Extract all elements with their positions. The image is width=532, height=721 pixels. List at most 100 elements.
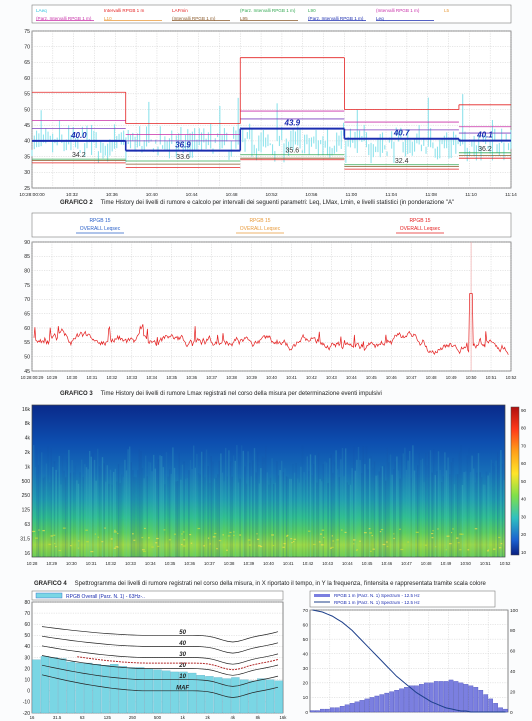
chart-3-hot-spot [182, 545, 186, 547]
chart-3-texture-col [273, 484, 275, 557]
chart-3-texture-col [74, 465, 76, 557]
chart-3-hot-spot [183, 539, 186, 541]
chart-3-texture-col [445, 470, 448, 557]
chart-3-texture-col [367, 469, 369, 557]
chart-1-ytick-5: 50 [24, 107, 30, 113]
chart-3-texture-col [177, 480, 179, 557]
chart-3-texture-col [185, 479, 187, 557]
chart-3-hot-spot [207, 537, 210, 539]
chart-3-hot-spot [292, 540, 295, 543]
chart-3-texture-col [484, 484, 486, 557]
chart-1-time-history-intervals: LAeq Intervalli RPGB 1 m LAFmin (Parz. Inte… [19, 4, 517, 198]
chart-3-hot-spot [110, 538, 113, 540]
chart-6-bar-15 [384, 692, 390, 713]
chart-3-texture-col [52, 467, 54, 557]
chart-3-ytick-8: 63 [24, 522, 30, 528]
chart-3-texture-col [450, 462, 452, 557]
chart-3-hot-spot [58, 549, 62, 552]
chart-3-hot-spot [257, 538, 260, 540]
chart-3-hot-spot [283, 543, 286, 545]
chart-2-xtick-17: 10:45 [366, 375, 377, 380]
chart-5-legend-box [31, 590, 284, 601]
chart-3-hot-spot [437, 528, 439, 530]
chart-3-hot-spot [115, 546, 118, 548]
chart-1-legend-entry-2: LAFmin [172, 8, 188, 13]
chart-3-hot-spot [318, 541, 321, 543]
chart-3-xtick-0: 10:28 [27, 561, 38, 566]
chart-1-interval-marks: 40.0 34.2 36.9 33.6 43.9 35.6 40.7 32.4 40.1 36.2 [32, 57, 511, 170]
chart-3-texture-col [66, 458, 68, 557]
chart-3-texture-col [124, 459, 126, 557]
chart-3-texture-col [337, 469, 339, 557]
chart-3-texture-col [170, 473, 172, 557]
chart-2-xtick-24: 10:52 [506, 375, 517, 380]
chart-3-xtick-2: 10:30 [66, 561, 77, 566]
chart-3-hot-spot [332, 540, 335, 542]
chart-3-hot-spot [133, 539, 136, 541]
chart-1-leq-label-1: 36.9 [175, 141, 191, 150]
chart-3-hot-spot [90, 551, 94, 553]
chart-3-xtick-4: 10:32 [105, 561, 116, 566]
chart-1-ytick-2: 35 [24, 154, 30, 160]
chart-3-xtick-11: 10:39 [243, 561, 254, 566]
chart-3-texture-col [316, 482, 318, 557]
chart-3-texture-col [277, 475, 280, 557]
chart-3-hot-spot [293, 538, 296, 540]
chart-3-texture-col [393, 469, 395, 557]
chart-3-texture-col [375, 475, 377, 557]
chart-3-hot-spot [117, 546, 119, 548]
chart-3-texture-col [461, 484, 464, 557]
chart-3-texture-col [306, 456, 308, 557]
chart-3-texture-col [271, 458, 273, 557]
chart-3-texture-col [205, 449, 208, 557]
chart-3-texture-col [402, 453, 404, 557]
chart-3-hot-spot [487, 549, 490, 551]
chart-3-hot-spot [214, 532, 217, 535]
chart-3-hot-spot [431, 532, 434, 535]
chart-3-hot-spot [174, 533, 176, 535]
chart-1-legend-entry-4: L90 [308, 8, 316, 13]
chart-6-ytick-left-1: 10 [303, 695, 309, 701]
chart-3-hot-spot [356, 549, 359, 551]
chart-3-texture-col [221, 472, 224, 557]
chart-3-texture-col [290, 478, 292, 557]
chart-1-xtick-1: 10:32 [66, 192, 78, 198]
chart-3-texture-col [37, 464, 40, 557]
chart-3-texture-col [79, 472, 81, 557]
chart-3-texture-col [106, 465, 108, 557]
chart-3-hot-spot [212, 536, 216, 538]
chart-3-texture-col [338, 477, 340, 557]
chart-3-texture-col [425, 453, 427, 557]
chart-3-texture-col [373, 461, 376, 557]
chart-6-bar-17 [394, 689, 399, 713]
chart-1-legend-entry-3: (Parz. Intervalli RPGB 1 m) [240, 8, 296, 13]
chart-3-texture-col [348, 484, 350, 557]
chart-3-texture-col [412, 445, 414, 557]
chart-3-texture-col [407, 460, 409, 557]
chart-3-texture-col [465, 471, 467, 557]
chart-3-texture-col [285, 476, 288, 557]
chart-3-hot-spot [180, 543, 183, 546]
chart-3-colorbar [510, 406, 520, 556]
chart-2-ytick-2: 55 [24, 340, 30, 346]
chart-3-hot-spot [369, 532, 372, 534]
chart-3-texture-col [426, 465, 428, 557]
chart-3-hot-spot [233, 534, 235, 536]
chart-6-bar-27 [443, 681, 449, 713]
chart-5-ytick-7: 10 [24, 678, 30, 684]
chart-6-bar-12 [369, 697, 375, 713]
chart-3-texture-col [490, 459, 492, 557]
chart-1-ytick-6: 55 [24, 92, 30, 98]
chart-3-texture-col [260, 468, 262, 557]
chart-3-texture-col [191, 468, 193, 557]
chart-2-ytick-0: 45 [24, 369, 30, 375]
chart-3-texture-col [162, 467, 164, 557]
chart-3-texture-col [145, 455, 147, 557]
chart-3-hot-spot [291, 541, 293, 544]
chart-6-bar-16 [389, 691, 394, 713]
chart-3-hot-spot [114, 529, 116, 531]
chart-3-texture-col [186, 477, 188, 557]
chart-3-hot-spot [321, 529, 325, 531]
chart-3-hot-spot [104, 527, 106, 529]
chart-2-label: GRAFICO 2 [60, 200, 93, 206]
